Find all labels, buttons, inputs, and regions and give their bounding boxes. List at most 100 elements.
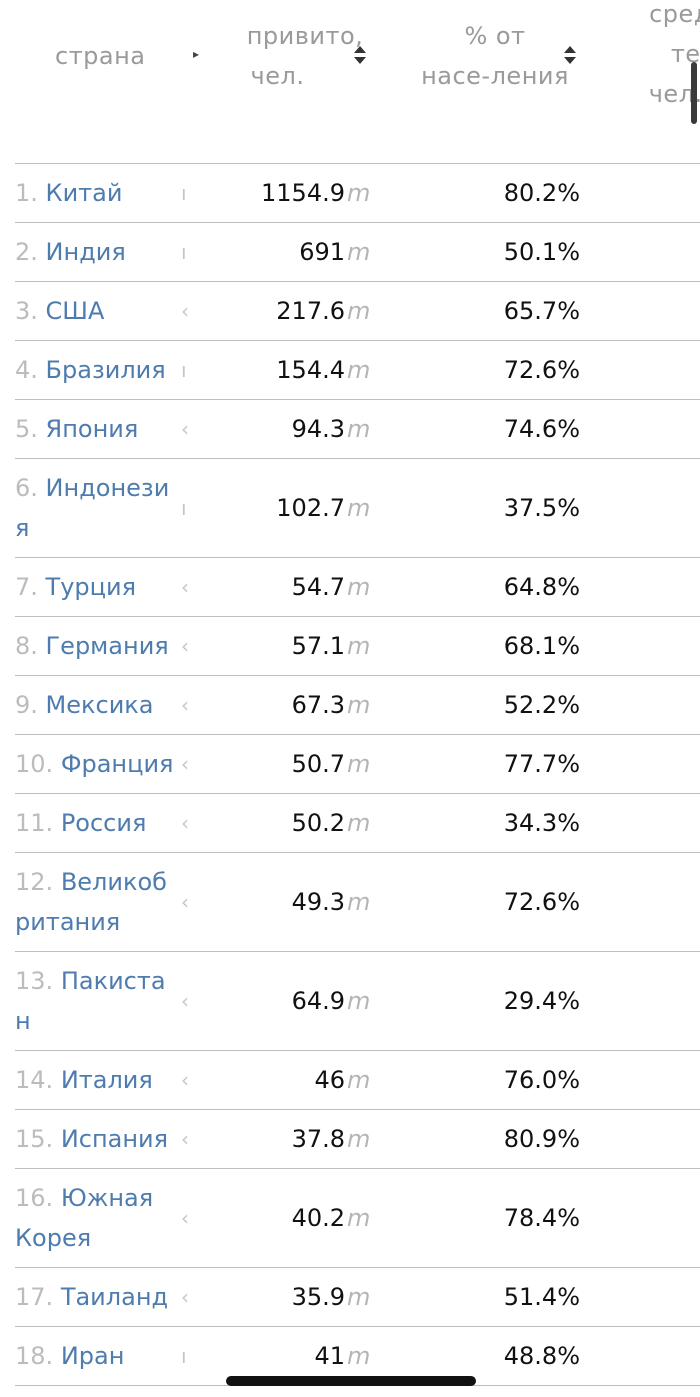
country-link[interactable]: Пакиста (60, 967, 166, 995)
country-link-continued[interactable]: ритания (15, 908, 121, 936)
country-link[interactable]: Россия (60, 809, 147, 837)
country-cell-content: 7. Турция (15, 567, 136, 607)
table-row: 13. Пакиста н ‹ 64.9 m 29.4% (15, 952, 700, 1051)
country-cell: 17. Таиланд (15, 1268, 175, 1326)
truncated-column-glyph: ı (181, 223, 197, 281)
vaccinated-unit: m (347, 888, 371, 916)
vaccinated-unit: m (347, 809, 371, 837)
country-link[interactable]: Индонези (45, 474, 170, 502)
row-number: 8. (15, 632, 38, 660)
column-header-percent-line1: % от (464, 22, 526, 50)
row-number: 17. (15, 1283, 54, 1311)
table-row: 11. Россия ‹ 50.2 m 34.3% (15, 794, 700, 853)
country-link[interactable]: Бразилия (45, 356, 166, 384)
vaccinated-value: 1154.9 (261, 179, 345, 207)
percent-value: 74.6% (503, 415, 580, 443)
table-row: 14. Италия ‹ 46 m 76.0% (15, 1051, 700, 1110)
vaccinated-unit: m (347, 1342, 371, 1370)
vertical-scrollbar[interactable] (691, 62, 697, 124)
percent-value: 65.7% (503, 297, 580, 325)
table-row: 1. Китай ı 1154.9 m 80.2% (15, 164, 700, 223)
country-link[interactable]: Турция (45, 573, 137, 601)
percent-value: 50.1% (503, 238, 580, 266)
country-link[interactable]: Италия (60, 1066, 153, 1094)
table-row: 10. Франция ‹ 50.7 m 77.7% (15, 735, 700, 794)
row-number: 9. (15, 691, 38, 719)
column-header-vaccinated-line1: привито, (246, 22, 364, 50)
truncated-column-glyph: ‹ (181, 1051, 197, 1109)
percent-value: 48.8% (503, 1342, 580, 1370)
country-link-continued[interactable]: н (15, 1007, 31, 1035)
table-row: 18. Иран ı 41 m 48.8% (15, 1327, 700, 1386)
country-link[interactable]: Испания (60, 1125, 169, 1153)
country-link[interactable]: Иран (60, 1342, 125, 1370)
column-header-country-label: страна (55, 42, 146, 70)
sort-percent-icon[interactable] (563, 44, 577, 66)
country-cell-content: 16. Южная Корея (15, 1178, 153, 1258)
column-header-country[interactable]: страна (55, 36, 146, 76)
country-link[interactable]: Южная (60, 1184, 154, 1212)
truncated-column-glyph: ‹ (181, 1110, 197, 1168)
country-link-continued[interactable]: я (15, 514, 30, 542)
sort-partial-icon[interactable]: ▸ (193, 47, 200, 61)
row-number: 16. (15, 1184, 54, 1212)
column-header-percent-line2: насе-ления (421, 62, 569, 90)
truncated-column-glyph: ı (181, 1327, 197, 1385)
vaccinated-value: 40.2 (291, 1204, 345, 1232)
vaccinated-unit: m (347, 238, 371, 266)
truncated-column-glyph: ‹ (181, 617, 197, 675)
country-link-continued[interactable]: Корея (15, 1224, 92, 1252)
country-cell-content: 6. Индонези я (15, 468, 169, 548)
country-link[interactable]: США (45, 297, 105, 325)
vaccinated-value: 57.1 (291, 632, 345, 660)
table-row: 8. Германия ‹ 57.1 m 68.1% (15, 617, 700, 676)
truncated-column-glyph: ı (181, 164, 197, 222)
table-row: 2. Индия ı 691 m 50.1% (15, 223, 700, 282)
country-link[interactable]: Великоб (60, 868, 167, 896)
row-number: 2. (15, 238, 38, 266)
country-cell: 18. Иран (15, 1327, 175, 1385)
home-indicator[interactable] (226, 1376, 476, 1386)
country-link[interactable]: Китай (45, 179, 123, 207)
country-link[interactable]: Таиланд (60, 1283, 169, 1311)
column-header-vaccinated[interactable]: привито, чел. (225, 16, 385, 96)
column-header-vaccinated-line2: чел. (250, 62, 305, 90)
country-cell: 9. Мексика (15, 676, 175, 734)
row-number: 6. (15, 474, 38, 502)
vaccinated-unit: m (347, 1204, 371, 1232)
vaccinated-unit: m (347, 494, 371, 522)
column-header-avg[interactable]: сред тем чел./ (620, 0, 700, 114)
vaccinated-value: 64.9 (291, 987, 345, 1015)
truncated-column-glyph: ‹ (181, 676, 197, 734)
row-number: 1. (15, 179, 38, 207)
table-row: 3. США ‹ 217.6 m 65.7% (15, 282, 700, 341)
country-cell: 2. Индия (15, 223, 175, 281)
percent-value: 78.4% (503, 1204, 580, 1232)
country-link[interactable]: Япония (45, 415, 139, 443)
truncated-column-glyph: ‹ (181, 558, 197, 616)
country-link[interactable]: Франция (60, 750, 174, 778)
row-number: 14. (15, 1066, 54, 1094)
table-row: 7. Турция ‹ 54.7 m 64.8% (15, 558, 700, 617)
vaccinated-unit: m (347, 750, 371, 778)
percent-value: 51.4% (503, 1283, 580, 1311)
vaccinated-unit: m (347, 1066, 371, 1094)
country-link[interactable]: Германия (45, 632, 169, 660)
vaccinated-value: 94.3 (291, 415, 345, 443)
row-number: 18. (15, 1342, 54, 1370)
truncated-column-glyph: ‹ (181, 1169, 197, 1267)
country-cell-content: 15. Испания (15, 1119, 168, 1159)
sort-vaccinated-icon[interactable] (353, 44, 367, 66)
vaccinated-unit: m (347, 179, 371, 207)
table-body: 1. Китай ı 1154.9 m 80.2% 2. Индия ı 691 m 50.1% 3… (15, 164, 700, 1386)
country-cell: 14. Италия (15, 1051, 175, 1109)
country-link[interactable]: Индия (45, 238, 126, 266)
country-link[interactable]: Мексика (45, 691, 154, 719)
table-row: 5. Япония ‹ 94.3 m 74.6% (15, 400, 700, 459)
table-row: 12. Великоб ритания ‹ 49.3 m 72.6% (15, 853, 700, 952)
vaccinated-value: 154.4 (276, 356, 345, 384)
percent-value: 76.0% (503, 1066, 580, 1094)
vaccinated-unit: m (347, 691, 371, 719)
table-row: 17. Таиланд ‹ 35.9 m 51.4% (15, 1268, 700, 1327)
column-header-percent[interactable]: % от насе-ления (410, 16, 580, 96)
